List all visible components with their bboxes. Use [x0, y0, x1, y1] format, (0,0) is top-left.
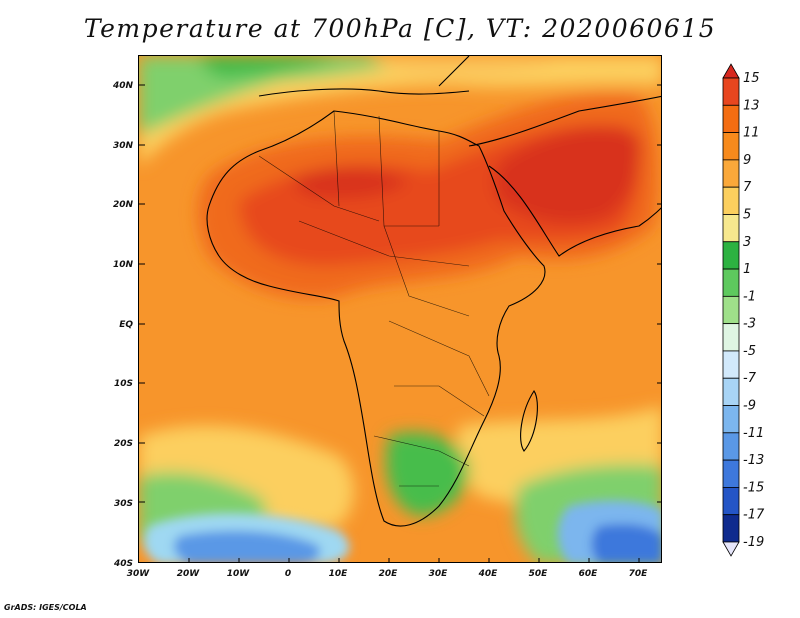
colorbar-segment — [722, 514, 740, 543]
colorbar-segment — [722, 295, 740, 325]
colorbar-segment — [722, 186, 740, 215]
colorbar-label: -17 — [743, 508, 765, 523]
temperature-map — [138, 55, 662, 563]
colorbar-segment — [722, 405, 740, 434]
colorbar-max-arrow — [722, 63, 740, 79]
colorbar-label: -3 — [743, 317, 756, 332]
lat-tick-label: 40N — [112, 81, 134, 91]
colorbar-segment — [722, 77, 740, 106]
lon-tick-label: 50E — [529, 569, 549, 579]
lon-tick-label: 0 — [285, 569, 291, 579]
colorbar-label: -15 — [743, 480, 764, 495]
lat-tick-label: 30S — [114, 499, 133, 509]
lon-tick-label: 70E — [629, 569, 649, 579]
colorbar-segment — [722, 459, 740, 488]
frame-ticks — [139, 84, 661, 562]
colorbar-label: -11 — [743, 426, 764, 441]
credit-text: GrADS: IGES/COLA — [4, 603, 87, 612]
lon-tick-label: 60E — [579, 569, 599, 579]
cold-regions — [143, 500, 661, 562]
longitude-tick-labels: 30W 20W 10W 0 10E 20E 30E 40E 50E 60E 70… — [127, 569, 648, 579]
colorbar-segment — [722, 432, 740, 461]
lon-tick-label: 10W — [227, 569, 251, 579]
colorbar-segment — [722, 377, 740, 406]
colorbar-label: -7 — [743, 371, 757, 386]
lon-tick-label: 40E — [478, 569, 499, 579]
lat-tick-label: 20S — [114, 439, 133, 449]
colorbar-segment — [722, 132, 740, 161]
country-borders — [258, 110, 490, 487]
colorbar-label: 1 — [743, 262, 751, 277]
colorbar-label: 13 — [743, 98, 760, 113]
temperature-contours — [139, 56, 661, 562]
colorbar-label: 9 — [743, 153, 751, 168]
lon-tick-label: 30E — [429, 569, 449, 579]
lon-tick-label: 30W — [127, 569, 151, 579]
colorbar-segment — [722, 241, 740, 270]
colorbar-label: -13 — [743, 453, 764, 468]
colorbar-label: 11 — [743, 126, 760, 141]
coastlines — [206, 56, 661, 527]
colorbar-segment — [722, 487, 740, 516]
lat-tick-label: 10S — [114, 379, 133, 389]
lat-tick-label: 20N — [113, 200, 134, 210]
colorbar-label: -5 — [743, 344, 756, 359]
map-canvas — [139, 56, 661, 562]
latitude-tick-labels: 40N 30N 20N 10N EQ 10S 20S 30S 40S — [112, 81, 134, 569]
colorbar-segment — [722, 268, 740, 297]
lon-tick-label: 10E — [329, 569, 349, 579]
colorbar: 15 13 11 9 7 5 3 1 -1 -3 -5 -7 -9 -11 -13 -15 -17 -19 — [722, 63, 765, 557]
colorbar-label: 3 — [743, 235, 751, 250]
colorbar-segment — [722, 104, 740, 133]
colorbar-segment — [722, 350, 740, 379]
colorbar-segment — [722, 323, 740, 352]
colorbar-label: -19 — [743, 535, 764, 550]
colorbar-label: 15 — [743, 71, 760, 86]
colorbar-label: 7 — [743, 180, 752, 195]
colorbar-segment — [722, 159, 740, 188]
lat-tick-label: 40S — [113, 559, 133, 569]
colorbar-min-arrow — [722, 541, 740, 557]
lat-tick-label: EQ — [119, 320, 133, 330]
lat-tick-label: 10N — [113, 260, 134, 270]
colorbar-segment — [722, 214, 740, 243]
colorbar-label: 5 — [743, 207, 751, 222]
lat-tick-label: 30N — [113, 141, 134, 151]
colorbar-label: -9 — [743, 399, 756, 414]
map-title: Temperature at 700hPa [C], VT: 202006061… — [83, 14, 717, 43]
lon-tick-label: 20E — [379, 569, 399, 579]
lon-tick-label: 20W — [177, 569, 201, 579]
colorbar-label: -1 — [743, 289, 756, 304]
